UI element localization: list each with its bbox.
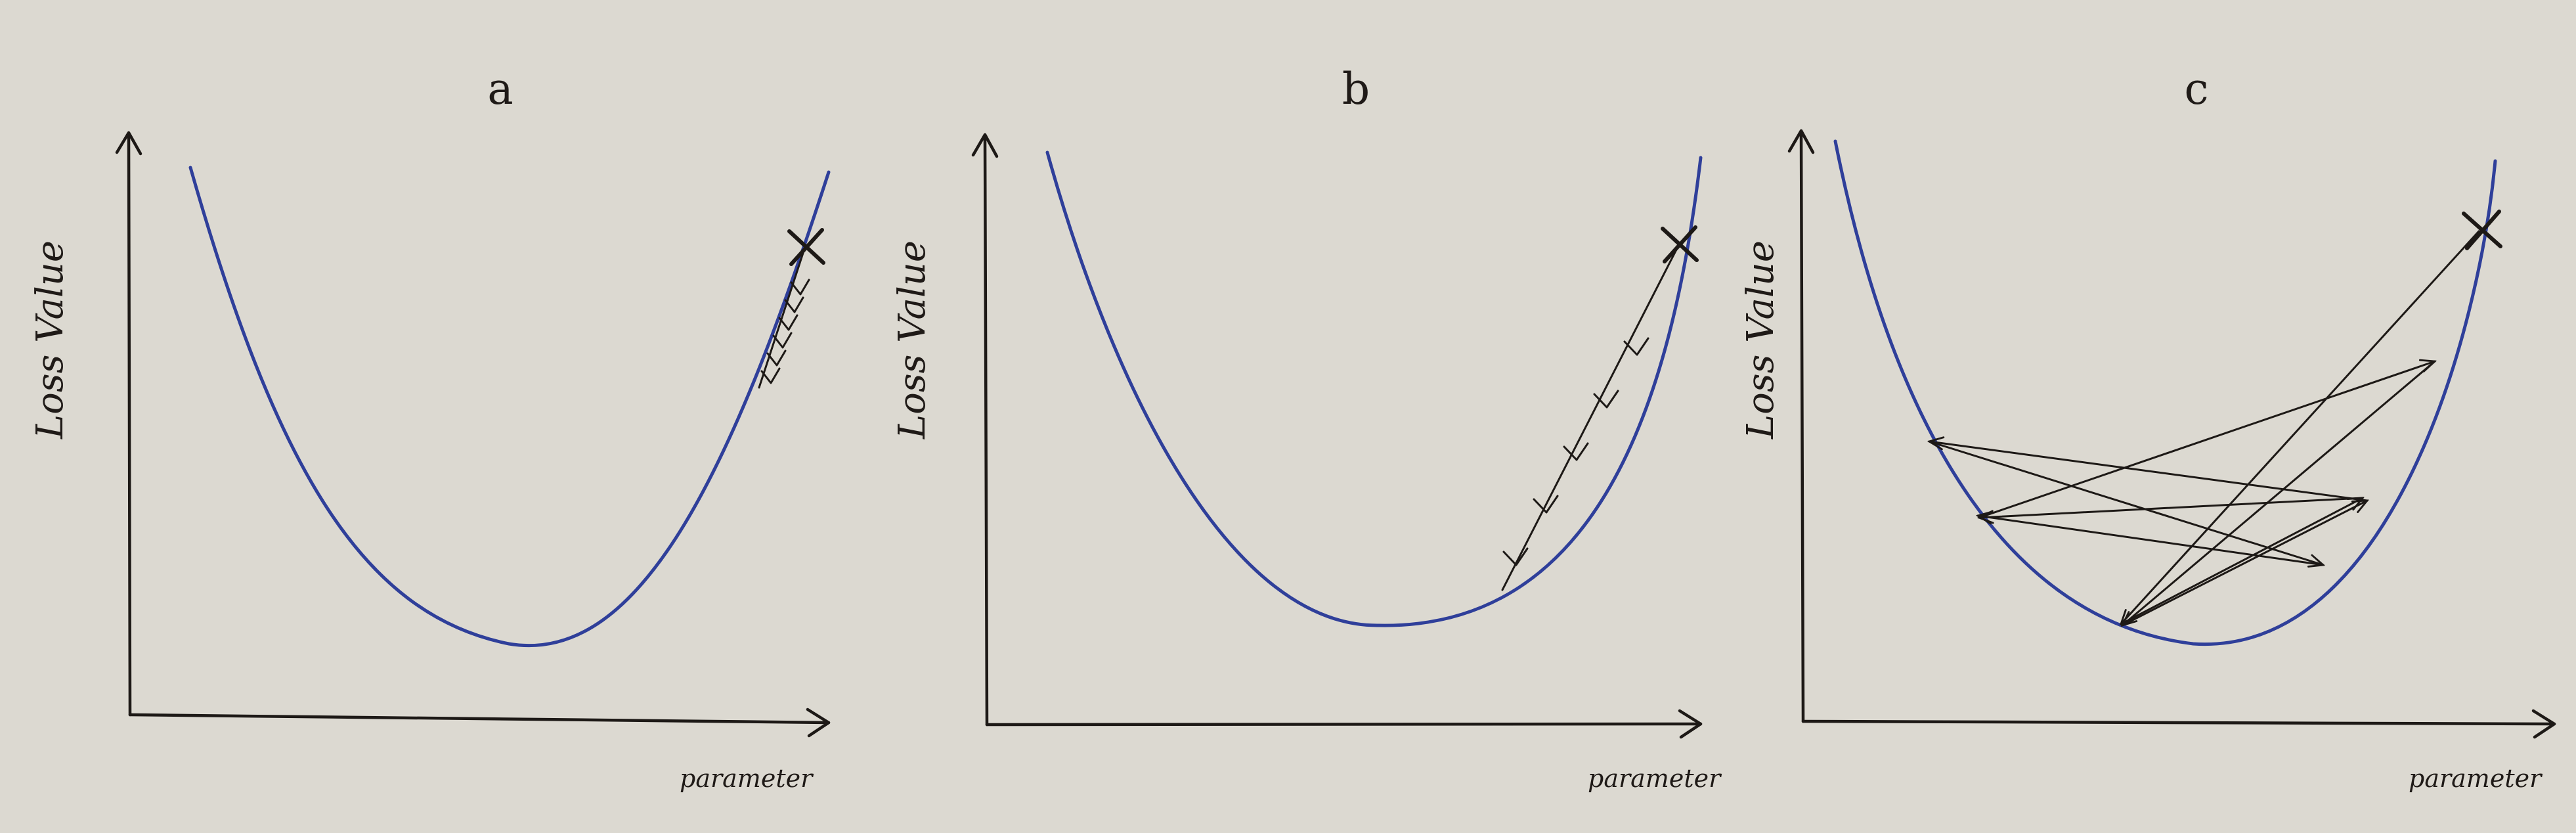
panel-c-x-label: parameter [2409, 764, 2543, 793]
panel-c-label: c [2185, 64, 2209, 114]
panel-a-small-steps [758, 246, 810, 389]
panel-c-loss-curve [1833, 139, 2497, 646]
step-9-arrow [1978, 516, 2325, 566]
step-6-arrow [2121, 501, 2367, 627]
step-1-arrow [2121, 230, 2480, 624]
panel-a-y-label: Loss Value [29, 240, 72, 439]
panel-a-loss-curve [188, 166, 831, 648]
panel-c-start-x-mark [2462, 210, 2502, 250]
panel-a-x-axis [128, 713, 831, 725]
panel-b-y-label: Loss Value [891, 240, 934, 439]
panel-a: a Loss Value parameter [29, 64, 831, 793]
panel-b-label: b [1342, 64, 1370, 114]
step-2-arrow [2120, 498, 2363, 625]
panel-c-x-arrowhead [2531, 709, 2556, 739]
panel-c-y-arrowhead [1787, 129, 1815, 154]
panel-b-loss-curve [1045, 150, 1703, 627]
step-3-arrow [1979, 497, 2364, 518]
panel-a-start-x-mark [787, 228, 825, 266]
panel-b-y-arrowhead [971, 133, 999, 158]
panel-b-x-label: parameter [1588, 764, 1722, 793]
panel-c-x-axis [1801, 719, 2556, 726]
panel-b-start-x-mark [1661, 225, 1699, 263]
panel-b-y-axis [983, 135, 989, 727]
panel-b-x-arrowhead [1678, 709, 1703, 739]
panel-a-y-axis [127, 133, 132, 717]
panel-b-medium-steps [1501, 247, 1678, 591]
step-5-arrow [2122, 360, 2436, 625]
panel-a-label: a [487, 64, 513, 114]
panel-c-y-label: Loss Value [1739, 240, 1782, 439]
step-7-arrow [1929, 441, 2369, 502]
panel-c-oscillating-steps [1928, 230, 2480, 627]
panel-a-x-label: parameter [680, 764, 814, 793]
panel-a-x-arrowhead [806, 708, 831, 738]
panel-a-y-arrowhead [115, 131, 142, 156]
step-4-arrow [1978, 361, 2435, 519]
step-8-arrow [1928, 440, 2323, 565]
panel-b: b Loss Value parameter [891, 64, 1722, 793]
panel-c: c Loss Value parameter [1739, 64, 2556, 793]
panel-b-x-axis [985, 722, 1703, 727]
panel-c-y-axis [1799, 131, 1805, 723]
